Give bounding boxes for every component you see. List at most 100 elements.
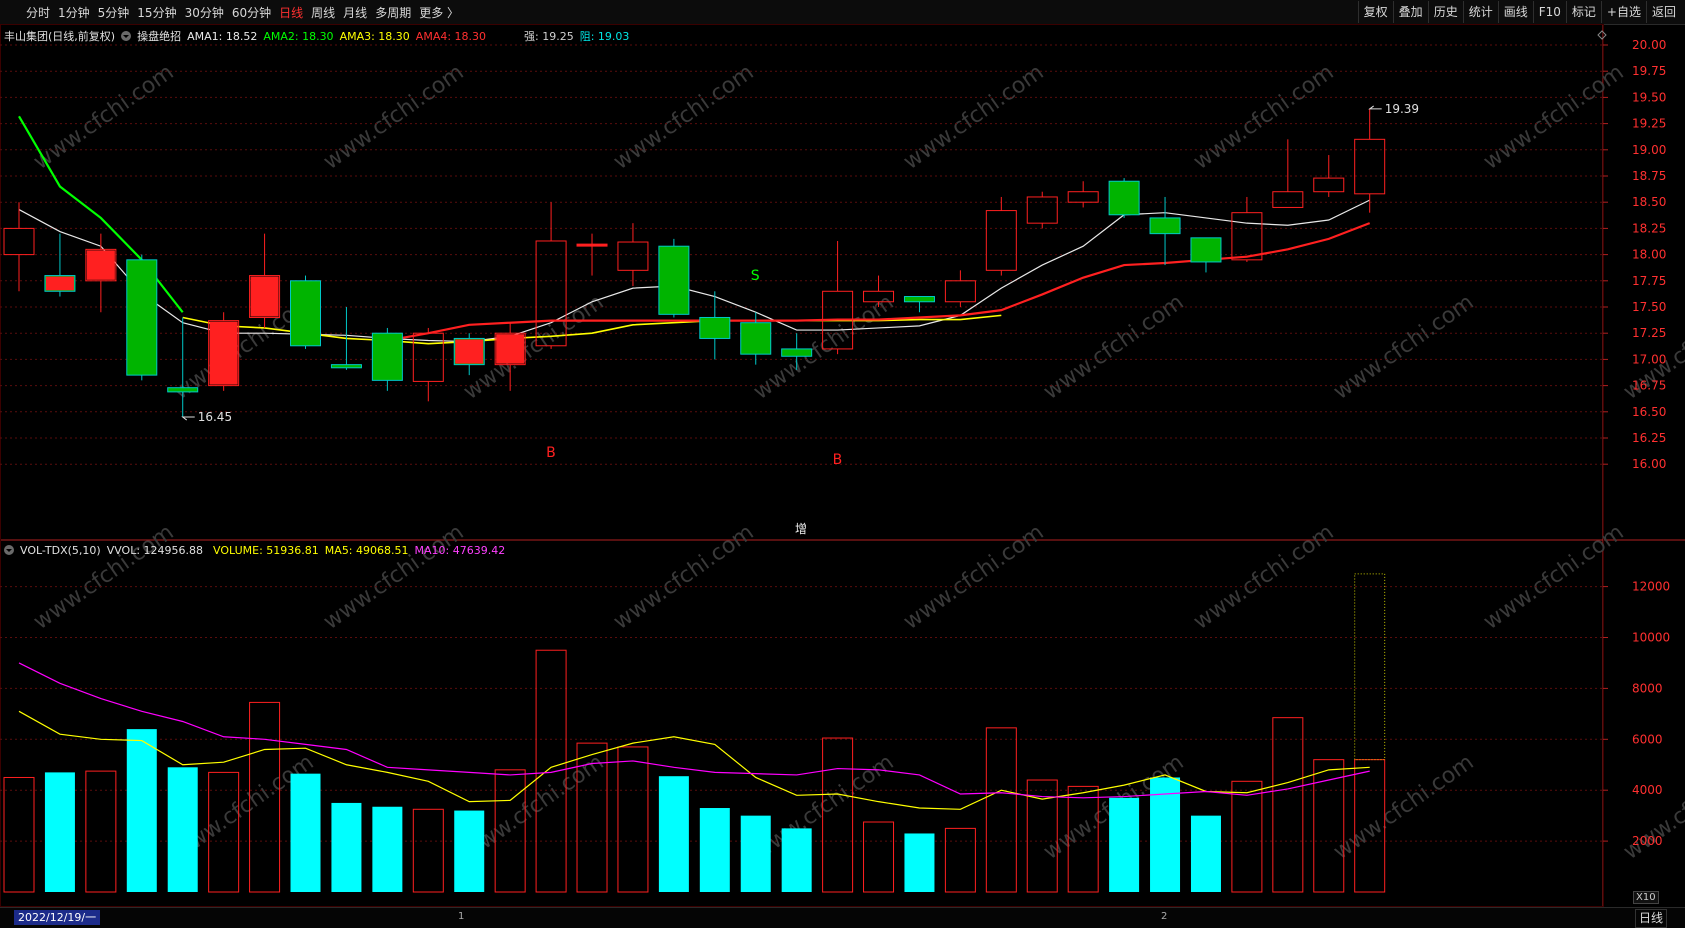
watermark-text: www.cfchi.com — [899, 520, 1048, 635]
toolbar-button-1[interactable]: 叠加 — [1392, 1, 1428, 23]
month-tick-2: 2 — [1161, 911, 1168, 922]
price-tick-label: 19.00 — [1632, 143, 1666, 157]
price-tick-label: 17.50 — [1632, 300, 1666, 314]
candle-body — [126, 259, 158, 376]
ama3-value: AMA3: 18.30 — [339, 29, 410, 43]
watermark-text: www.cfchi.com — [1329, 750, 1478, 865]
candle-body — [1067, 191, 1099, 203]
volume-bar-13 — [535, 649, 567, 893]
candle-0 — [3, 202, 35, 292]
volume-bar-12 — [494, 769, 526, 893]
period-tab-7[interactable]: 周线 — [311, 5, 336, 20]
toolbar-button-8[interactable]: 返回 — [1645, 1, 1681, 23]
candle-3 — [126, 254, 158, 381]
toolbar-button-6[interactable]: 标记 — [1565, 1, 1601, 23]
volume-bar-18 — [740, 815, 771, 892]
resist-value: 阻: 19.03 — [579, 30, 630, 43]
volume-bar-3 — [126, 729, 157, 892]
toolbar-button-5[interactable]: F10 — [1532, 1, 1566, 23]
volume-bar-17 — [699, 808, 730, 892]
toolbar-button-3[interactable]: 统计 — [1462, 1, 1498, 23]
volume-bar-26 — [1067, 785, 1099, 893]
period-tab-1[interactable]: 1分钟 — [58, 5, 90, 20]
plot-frame — [0, 24, 1604, 907]
sell-signal-1: S — [751, 268, 760, 284]
candle-body — [1231, 212, 1263, 261]
vol-ma10-value: MA10: 47639.42 — [414, 543, 506, 557]
toolbar-button-0[interactable]: 复权 — [1357, 1, 1393, 23]
watermark-text: www.cfchi.com — [899, 60, 1048, 175]
volume-indicator-dropdown-icon[interactable] — [4, 545, 14, 555]
period-tab-4[interactable]: 30分钟 — [184, 5, 224, 20]
high-price-label: 19.39 — [1385, 102, 1419, 116]
candle-fill-6 — [250, 276, 279, 317]
candle-body — [617, 241, 649, 271]
price-tick-label: 17.25 — [1632, 326, 1666, 340]
volume-tick-label: 2000 — [1632, 834, 1663, 848]
candle-body — [1190, 237, 1222, 263]
volume-tick-label: 8000 — [1632, 681, 1663, 695]
candle-9 — [371, 327, 403, 391]
price-tick-label: 16.00 — [1632, 457, 1666, 471]
toolbar-button-4[interactable]: 画线 — [1497, 1, 1533, 23]
candle-19 — [781, 333, 813, 370]
candle-body — [1149, 217, 1181, 235]
price-tick-label: 16.50 — [1632, 405, 1666, 419]
volume-tick-label: 12000 — [1632, 580, 1670, 594]
price-tick-label: 18.25 — [1632, 221, 1666, 235]
period-tab-6[interactable]: 日线 — [279, 5, 304, 20]
vvol-value: VVOL: 124956.88 — [106, 543, 204, 557]
candle-17 — [699, 291, 731, 360]
candle-fill-5 — [209, 321, 238, 385]
candle-body — [371, 332, 403, 381]
volume-bar-22 — [904, 833, 935, 892]
ma-white-line — [18, 199, 1370, 343]
period-tab-8[interactable]: 月线 — [343, 5, 368, 20]
watermark-text: www.cfchi.com — [29, 520, 178, 635]
strong-value: 强: 19.25 — [524, 30, 574, 43]
volume-bar-9 — [372, 806, 403, 892]
period-tab-3[interactable]: 15分钟 — [137, 5, 177, 20]
vol-ma5-line — [18, 710, 1370, 810]
price-tick-label: 18.50 — [1632, 195, 1666, 209]
period-tab-0[interactable]: 分时 — [26, 5, 51, 20]
period-tab-9[interactable]: 多周期 — [375, 5, 412, 20]
candle-body — [167, 387, 199, 393]
candle-body — [412, 332, 444, 382]
price-tick-label: 19.50 — [1632, 90, 1666, 104]
candle-31 — [1272, 139, 1304, 208]
ama2-value: AMA2: 18.30 — [263, 29, 334, 43]
volume-bar-11 — [454, 810, 485, 892]
period-tabs: 分时 1分钟 5分钟 15分钟 30分钟 60分钟 日线 周线 月线 多周期 更多 〉 — [26, 0, 467, 24]
volume-indicator-name[interactable]: VOL-TDX(5,10) — [20, 543, 101, 557]
candle-24 — [985, 196, 1017, 276]
candle-fill-12 — [496, 334, 525, 364]
candle-fill-1 — [45, 276, 74, 291]
toolbar-button-7[interactable]: +自选 — [1600, 1, 1646, 23]
toolbar-button-2[interactable]: 历史 — [1427, 1, 1463, 23]
candle-body — [985, 210, 1017, 271]
indicator-dropdown-icon[interactable] — [121, 31, 132, 41]
stock-title[interactable]: 丰山集团(日线,前复权) — [4, 30, 116, 43]
candle-body — [85, 248, 117, 282]
candle-28 — [1149, 196, 1181, 266]
watermark-text: www.cfchi.com — [1479, 520, 1628, 635]
candle-fill-2 — [86, 250, 115, 280]
candle-6 — [249, 233, 281, 328]
period-button[interactable]: 日线 — [1634, 909, 1667, 928]
vol-ma5-value: MA5: 49068.51 — [324, 543, 409, 557]
volume-bar-4 — [167, 767, 198, 892]
candle-14 — [576, 233, 608, 276]
candle-29 — [1190, 237, 1222, 273]
candle-25 — [1026, 191, 1058, 229]
period-tab-2[interactable]: 5分钟 — [97, 5, 130, 20]
period-tab-5[interactable]: 60分钟 — [231, 5, 272, 20]
watermark-text: www.cfchi.com — [29, 60, 178, 175]
watermark-text: www.cfchi.com — [1189, 520, 1338, 635]
volume-bar-15 — [617, 746, 649, 893]
indicator-name[interactable]: 操盘绝招 — [137, 30, 182, 43]
volume-bar-7 — [290, 773, 321, 892]
candle-5 — [208, 312, 240, 391]
period-tab-10[interactable]: 更多 〉 — [419, 5, 460, 20]
